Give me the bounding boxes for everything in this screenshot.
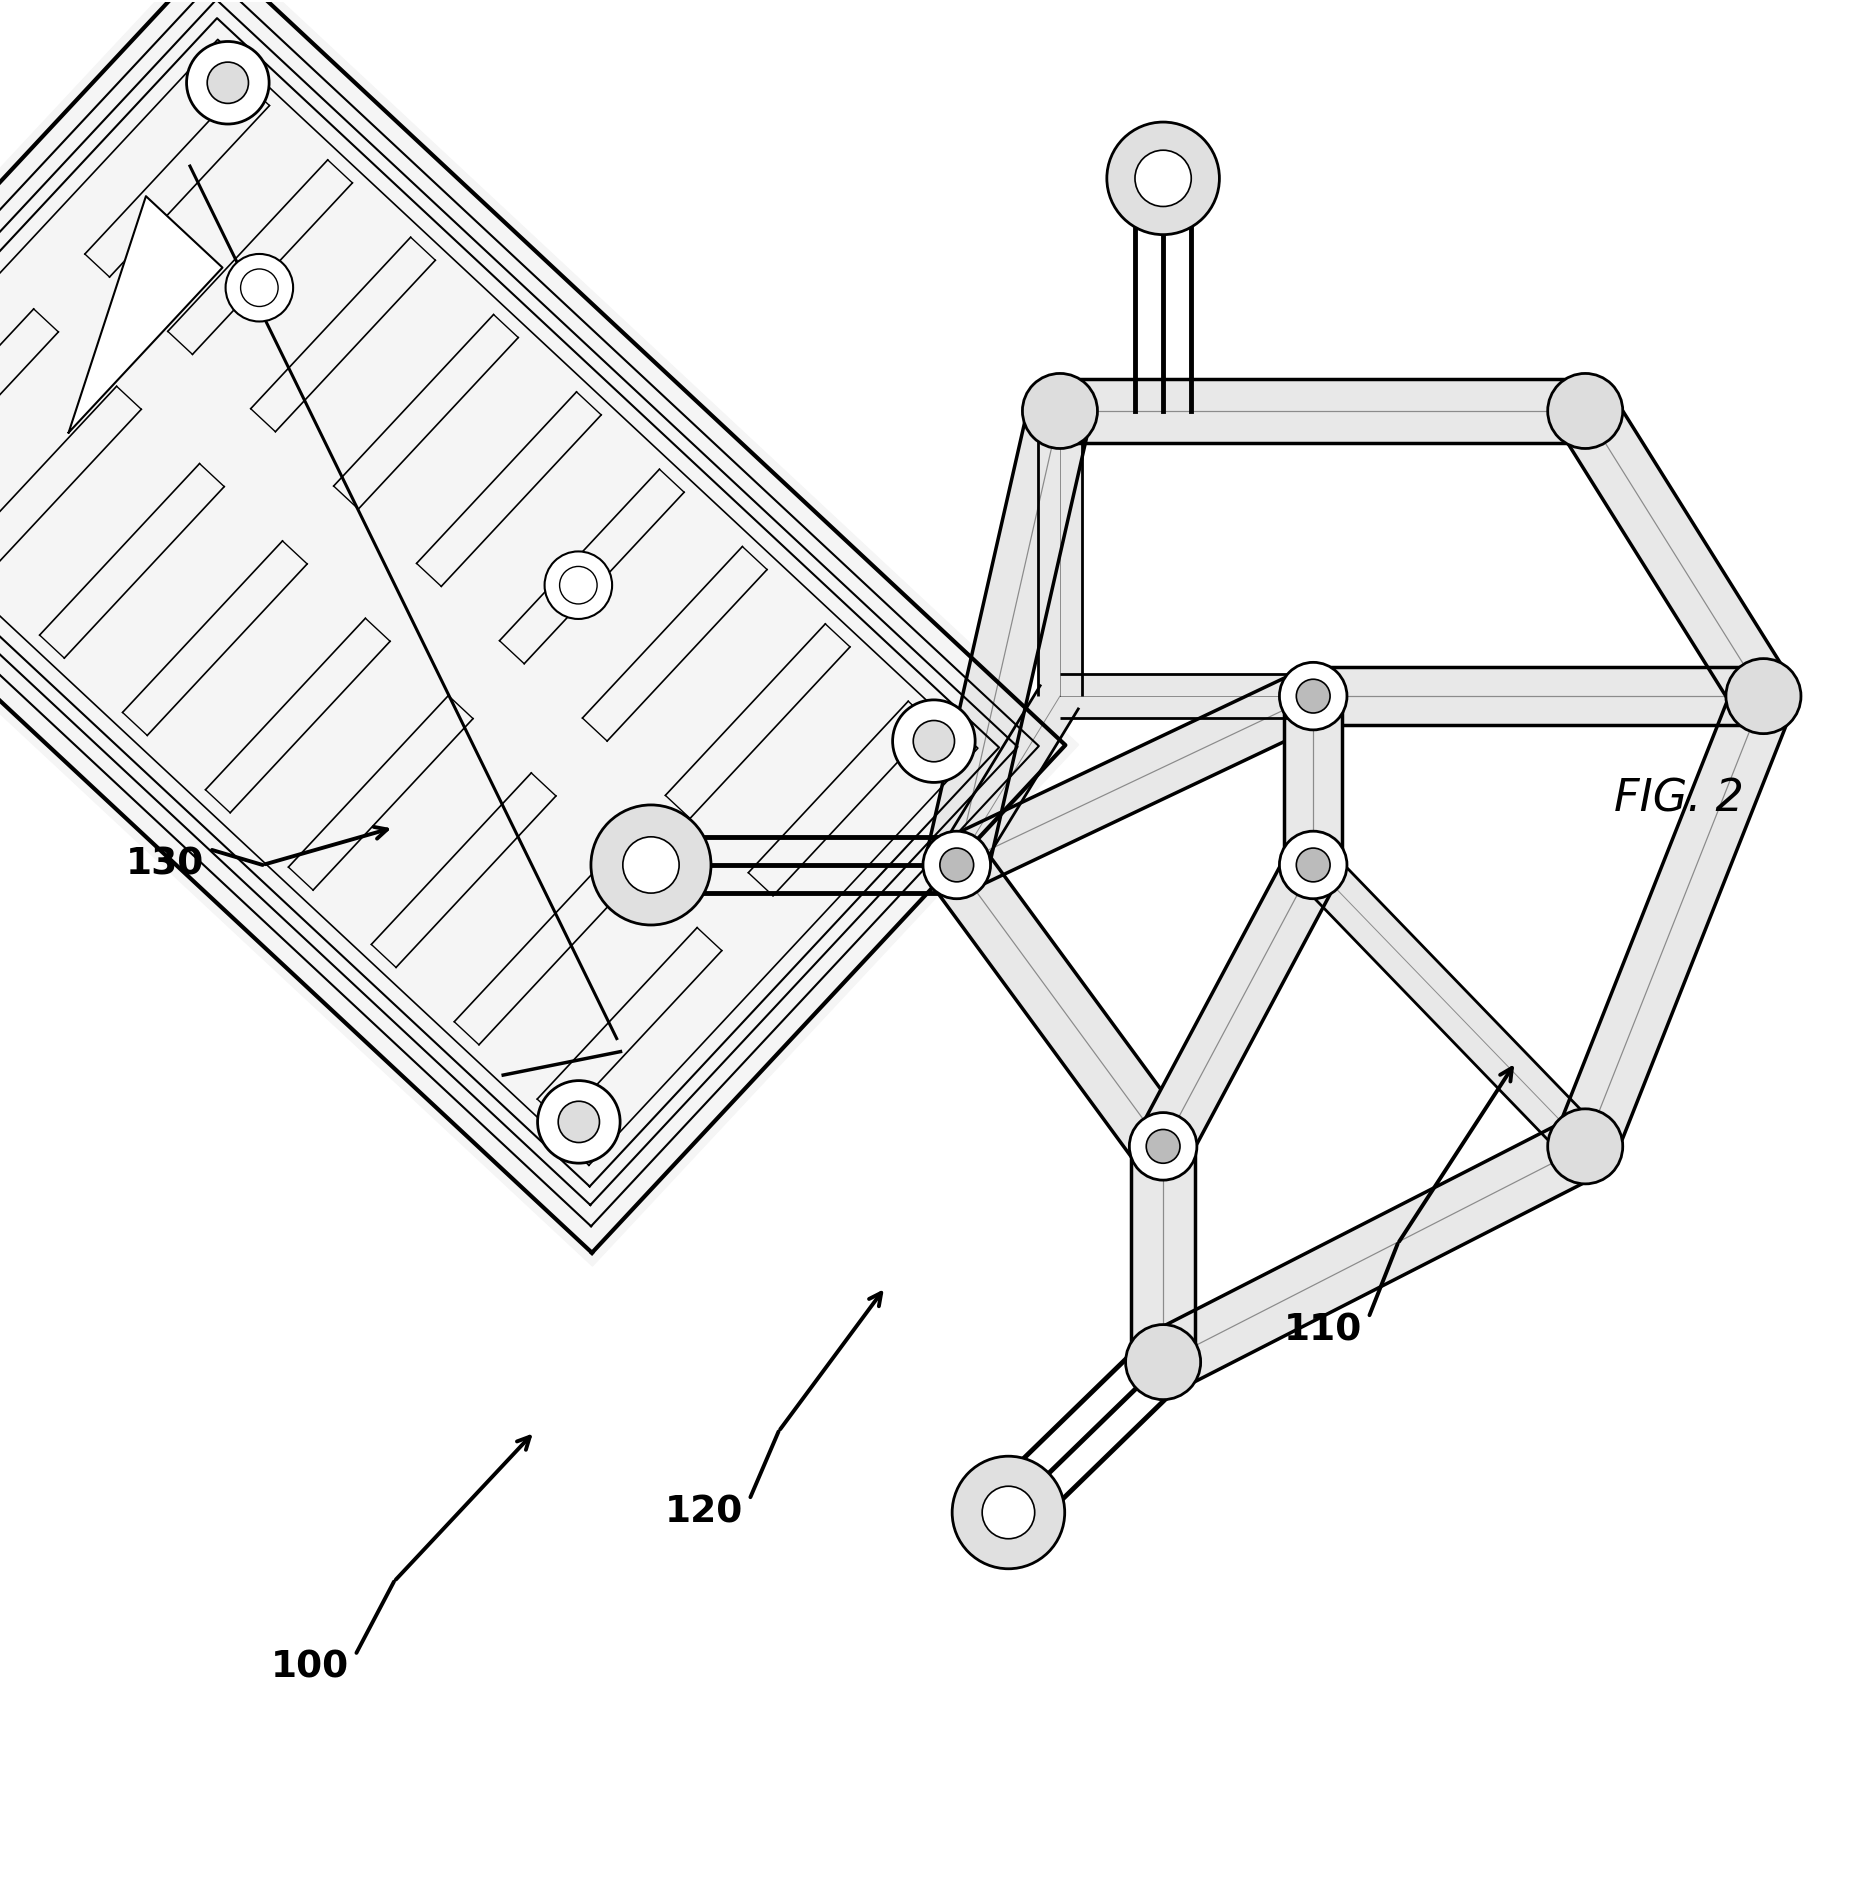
Polygon shape [1555, 684, 1793, 1158]
Circle shape [544, 551, 612, 619]
Circle shape [983, 1487, 1036, 1538]
Circle shape [923, 831, 991, 899]
Circle shape [1548, 374, 1623, 449]
Circle shape [623, 837, 679, 893]
Circle shape [1548, 1109, 1623, 1184]
Polygon shape [1137, 852, 1338, 1160]
Polygon shape [938, 684, 1079, 876]
Text: FIG. 2: FIG. 2 [1613, 778, 1745, 822]
Circle shape [1146, 1130, 1180, 1164]
Text: 100: 100 [270, 1651, 349, 1686]
Polygon shape [930, 846, 1189, 1166]
Polygon shape [1313, 667, 1763, 726]
Circle shape [940, 848, 974, 882]
Polygon shape [1060, 673, 1313, 718]
Polygon shape [69, 196, 223, 432]
Circle shape [225, 254, 293, 321]
Text: 120: 120 [664, 1495, 743, 1530]
Polygon shape [1131, 1147, 1195, 1363]
Polygon shape [1148, 1119, 1600, 1391]
Circle shape [893, 699, 976, 782]
Circle shape [559, 566, 597, 603]
Polygon shape [0, 0, 1079, 1265]
Circle shape [1022, 374, 1097, 449]
Circle shape [1135, 150, 1191, 207]
Circle shape [1296, 848, 1330, 882]
Circle shape [953, 1457, 1066, 1568]
Circle shape [1726, 658, 1801, 733]
Circle shape [186, 41, 268, 124]
Circle shape [1279, 831, 1347, 899]
Circle shape [591, 805, 711, 925]
Circle shape [1107, 122, 1219, 235]
Polygon shape [1559, 395, 1790, 713]
Circle shape [1279, 662, 1347, 729]
Polygon shape [1285, 696, 1341, 865]
Polygon shape [1296, 850, 1602, 1162]
Circle shape [1126, 1325, 1201, 1399]
Circle shape [206, 62, 248, 103]
Polygon shape [944, 669, 1326, 891]
Polygon shape [925, 404, 1092, 872]
Text: 130: 130 [126, 848, 204, 884]
Circle shape [538, 1081, 621, 1164]
Polygon shape [1060, 380, 1585, 444]
Circle shape [914, 720, 955, 761]
Circle shape [240, 269, 278, 306]
Circle shape [559, 1102, 600, 1143]
Circle shape [1129, 1113, 1197, 1181]
Polygon shape [1037, 412, 1082, 696]
Circle shape [1296, 679, 1330, 713]
Text: 110: 110 [1283, 1312, 1362, 1348]
